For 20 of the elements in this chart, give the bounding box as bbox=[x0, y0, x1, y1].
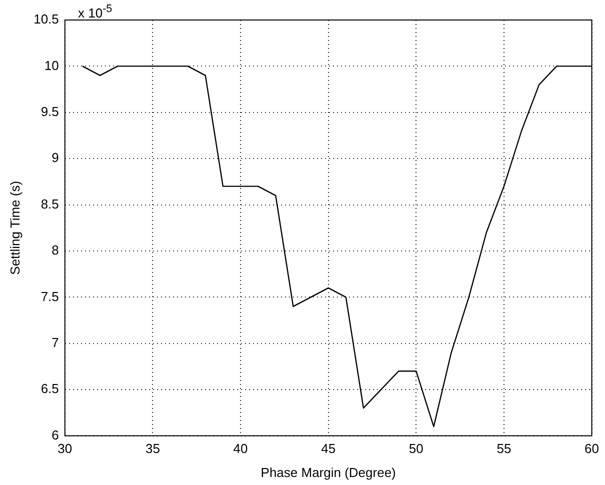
y-tick-label: 10.5 bbox=[34, 12, 59, 27]
annotation: x 10$^{-5}$ bbox=[78, 3, 112, 20]
y-tick-label: 10 bbox=[44, 58, 59, 73]
x-tick-label: 30 bbox=[58, 441, 72, 456]
x-tick-label: 40 bbox=[233, 441, 248, 456]
y-tick-label: 7.5 bbox=[40, 288, 59, 304]
x-tick-label: 35 bbox=[145, 441, 160, 456]
y-tick-label: 6.5 bbox=[40, 381, 59, 396]
x-tick-label: 45 bbox=[321, 441, 336, 456]
y-tick-label: 7 bbox=[52, 334, 59, 350]
x-tick-label: 55 bbox=[496, 441, 512, 456]
x-tick-label: 60 bbox=[584, 441, 600, 456]
y-tick-label: 9 bbox=[52, 150, 59, 166]
y-tick-label: 8 bbox=[52, 242, 59, 258]
x-tick-label: 50 bbox=[408, 441, 424, 456]
x-axis-title: Phase Margin (Degree) bbox=[260, 464, 396, 480]
y-tick-label: 8.5 bbox=[40, 196, 59, 212]
y-tick-label: 9.5 bbox=[40, 104, 59, 119]
y-tick-label: 6 bbox=[52, 427, 59, 442]
y-axis-title: Settling Time (s) bbox=[7, 180, 22, 275]
